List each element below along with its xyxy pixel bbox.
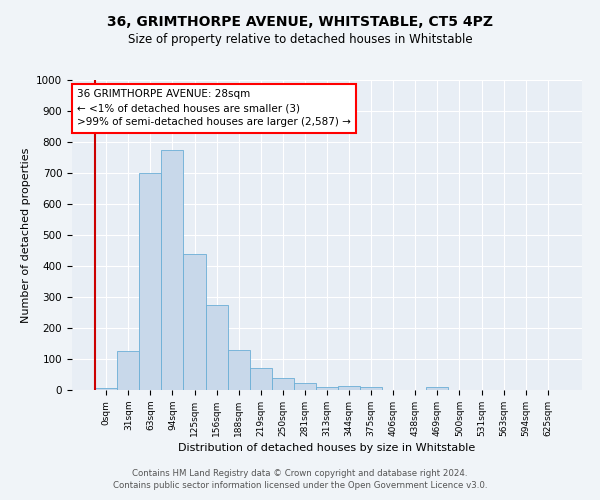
Bar (161, 150, 184, 390)
Y-axis label: Number of detached properties: Number of detached properties (20, 148, 31, 322)
Bar (206, 304, 227, 390)
Bar (227, 350, 250, 390)
Bar (184, 254, 206, 390)
Bar (338, 386, 360, 390)
Text: Contains HM Land Registry data © Crown copyright and database right 2024.: Contains HM Land Registry data © Crown c… (132, 468, 468, 477)
X-axis label: Distribution of detached houses by size in Whitstable: Distribution of detached houses by size … (178, 443, 476, 453)
Bar (272, 378, 294, 390)
Bar (360, 387, 382, 390)
Text: 36, GRIMTHORPE AVENUE, WHITSTABLE, CT5 4PZ: 36, GRIMTHORPE AVENUE, WHITSTABLE, CT5 4… (107, 15, 493, 29)
Text: Size of property relative to detached houses in Whitstable: Size of property relative to detached ho… (128, 32, 472, 46)
Bar (427, 387, 448, 390)
Text: 36 GRIMTHORPE AVENUE: 28sqm
← <1% of detached houses are smaller (3)
>99% of sem: 36 GRIMTHORPE AVENUE: 28sqm ← <1% of det… (77, 90, 351, 128)
Text: Contains public sector information licensed under the Open Government Licence v3: Contains public sector information licen… (113, 481, 487, 490)
Bar (117, 351, 139, 390)
Bar (294, 383, 316, 390)
Bar (95, 388, 117, 390)
Bar (250, 368, 272, 390)
Bar (139, 173, 161, 390)
Bar (316, 387, 338, 390)
